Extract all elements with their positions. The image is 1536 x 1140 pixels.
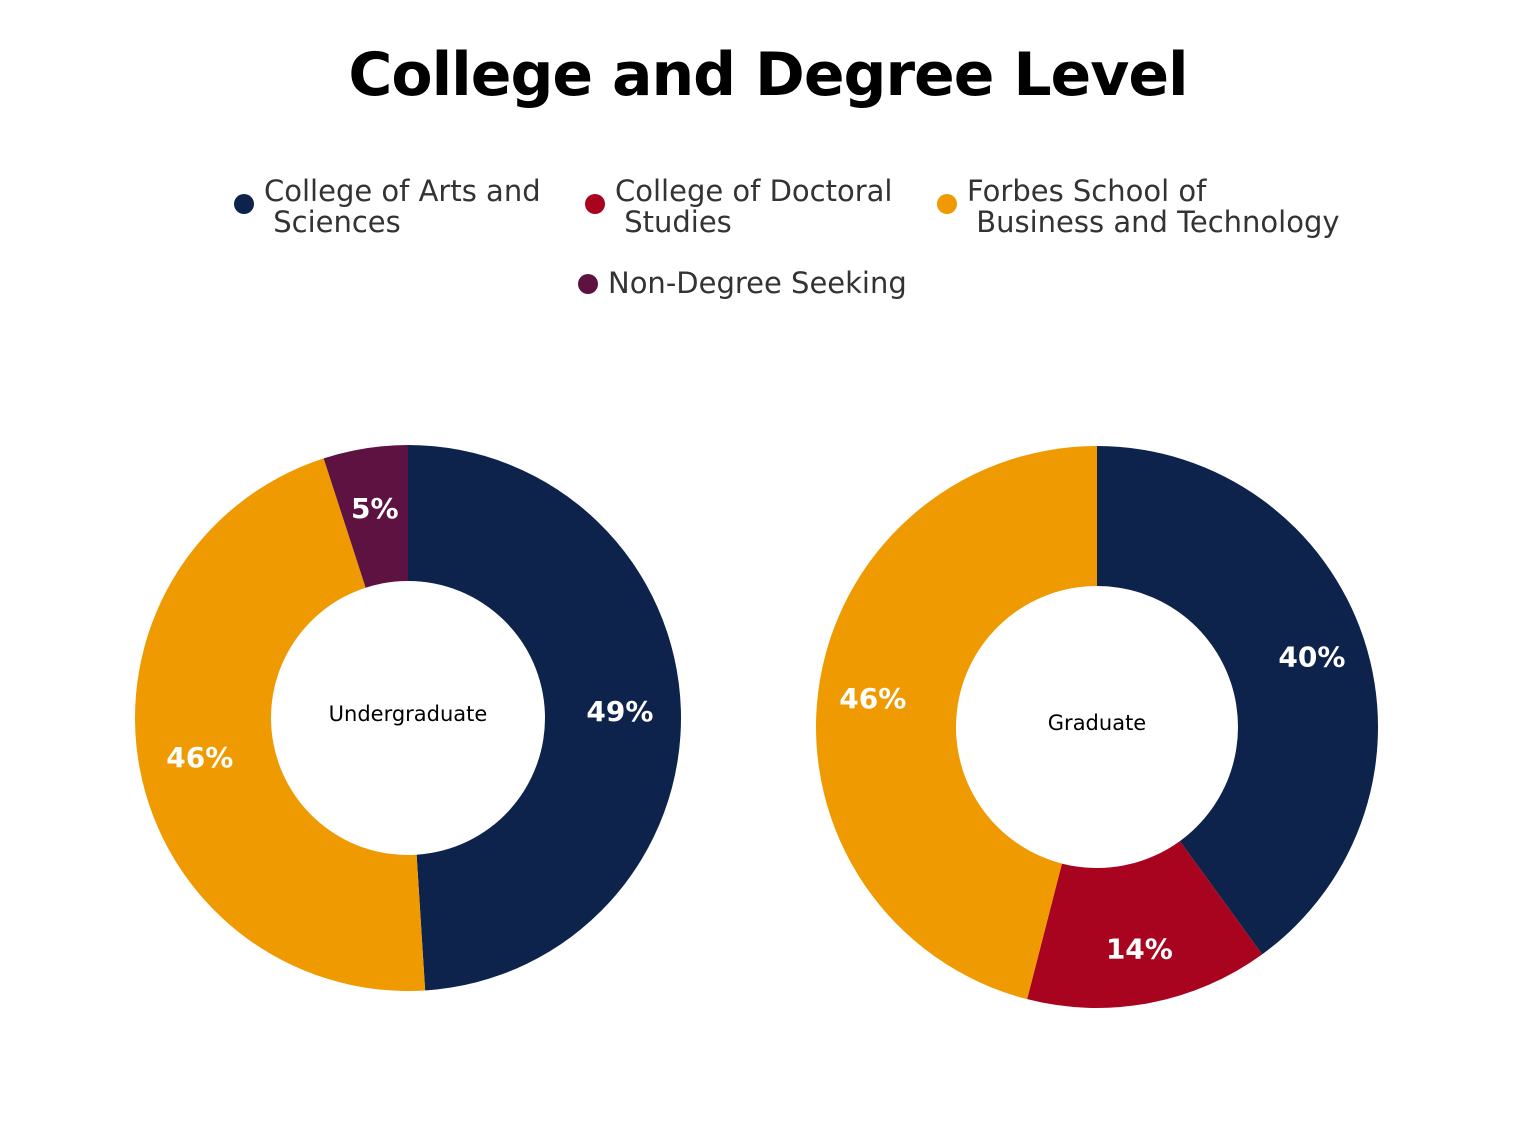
donut-slice[interactable] — [408, 445, 682, 991]
donut-slice[interactable] — [1027, 841, 1263, 1008]
donut-slice[interactable] — [323, 445, 408, 588]
slice-value-label: 49% — [586, 695, 653, 728]
donut-slice[interactable] — [815, 446, 1097, 1000]
legend-item-non-degree[interactable]: Non-Degree Seeking — [578, 268, 907, 299]
slice-value-label: 46% — [839, 682, 906, 715]
legend-swatch — [578, 274, 598, 294]
donut-slice[interactable] — [134, 458, 426, 991]
slice-value-label: 46% — [166, 741, 233, 774]
legend-label: Non-Degree Seeking — [608, 266, 907, 300]
legend-item-doctoral-studies[interactable]: College of Doctoral Studies — [585, 176, 892, 238]
legend-swatch — [937, 194, 957, 214]
legend-label: Forbes School of Business and Technology — [967, 174, 1340, 239]
donut-slice[interactable] — [1097, 446, 1379, 955]
legend-swatch — [234, 194, 254, 214]
slice-value-label: 40% — [1278, 641, 1345, 674]
legend-item-forbes-school[interactable]: Forbes School of Business and Technology — [937, 176, 1340, 238]
donut-center-label: Graduate — [1048, 711, 1146, 735]
legend-swatch — [585, 194, 605, 214]
slice-value-label: 5% — [351, 492, 399, 525]
chart-title: College and Degree Level — [348, 40, 1188, 110]
slice-value-label: 14% — [1106, 932, 1173, 965]
donut-center-label: Undergraduate — [329, 702, 488, 726]
legend-item-arts-sciences[interactable]: College of Arts and Sciences — [234, 176, 541, 238]
legend-label: College of Arts and Sciences — [264, 174, 541, 239]
legend-label: College of Doctoral Studies — [615, 174, 893, 239]
